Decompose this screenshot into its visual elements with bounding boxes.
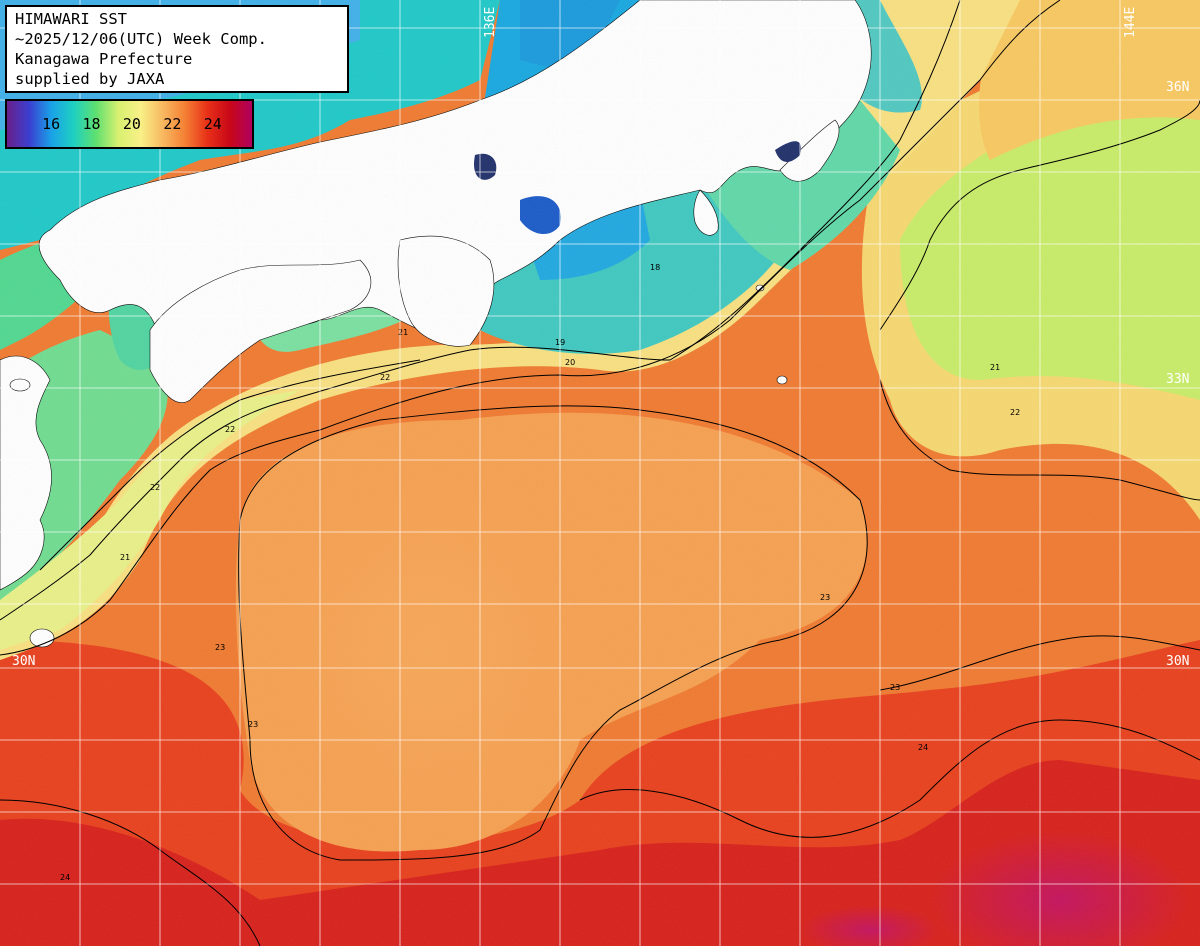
contour-23-east — [879, 635, 1200, 691]
contour-20-west — [39, 359, 421, 571]
contour-24-south — [579, 719, 1200, 838]
contour-label-20a: 20 — [565, 358, 575, 367]
legend-tick-24: 24 — [203, 115, 222, 133]
contour-label-18a: 18 — [650, 263, 660, 272]
grid-label-30n-right: 30N — [1166, 654, 1190, 669]
contour-label-22b: 22 — [225, 425, 235, 434]
title-line-credit: supplied by JAXA — [15, 70, 165, 88]
title-line-date: ~2025/12/06(UTC) Week Comp. — [15, 30, 267, 48]
contour-21 — [0, 0, 961, 621]
contour-label-24a: 24 — [918, 743, 928, 752]
grid-label-33n: 33N — [1166, 372, 1190, 387]
grid-label-36n: 36N — [1166, 80, 1190, 95]
contour-label-22a: 22 — [380, 373, 390, 382]
contour-23-pool — [238, 405, 868, 861]
contour-label-21b: 21 — [990, 363, 1000, 372]
grid-label-136e: 136E — [483, 6, 498, 38]
contour-label-24b: 24 — [60, 873, 70, 882]
legend-tick-18: 18 — [82, 115, 101, 133]
temperature-color-legend: 16 18 20 22 24 — [5, 99, 254, 149]
contour-label-21a: 21 — [398, 328, 408, 337]
legend-ticks: 16 18 20 22 24 — [7, 115, 252, 135]
legend-tick-20: 20 — [122, 115, 141, 133]
legend-tick-16: 16 — [42, 115, 61, 133]
title-line-product: HIMAWARI SST — [15, 10, 127, 28]
title-line-prefecture: Kanagawa Prefecture — [15, 50, 193, 68]
title-box: HIMAWARI SST ~2025/12/06(UTC) Week Comp.… — [5, 5, 349, 93]
contour-label-23d: 23 — [890, 683, 900, 692]
contour-label-21c: 21 — [120, 553, 130, 562]
contour-22-east — [879, 379, 1200, 501]
contour-label-22d: 22 — [150, 483, 160, 492]
contour-label-23a: 23 — [215, 643, 225, 652]
contour-label-23c: 23 — [820, 593, 830, 602]
contour-21-east — [879, 99, 1200, 331]
legend-tick-22: 22 — [163, 115, 182, 133]
contour-label-22c: 22 — [1010, 408, 1020, 417]
grid-label-30n-left: 30N — [12, 654, 36, 669]
contour-label-23b: 23 — [248, 720, 258, 729]
grid-label-144e: 144E — [1123, 6, 1138, 38]
